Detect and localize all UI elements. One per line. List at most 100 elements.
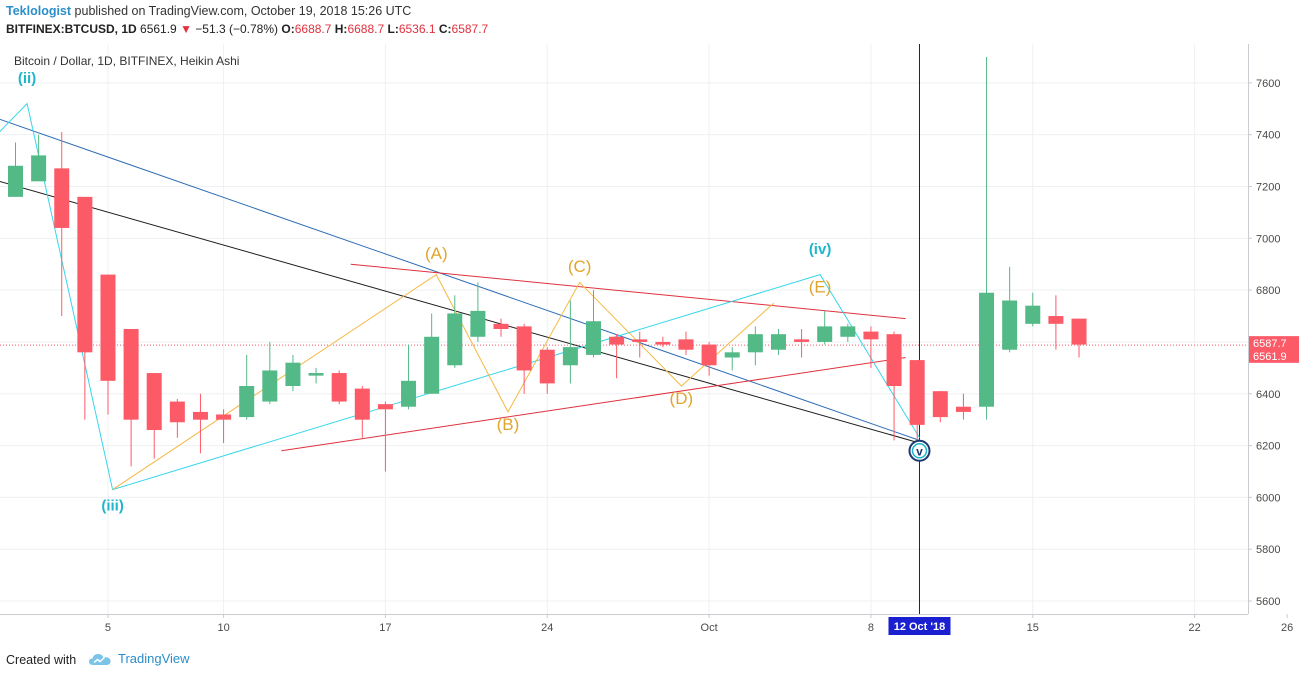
candle: [401, 344, 417, 410]
candle-body: [655, 341, 671, 345]
y-tick-label: 7200: [1256, 182, 1280, 194]
annotations: (ii) (iii) (iv) (A) (B) (C) (D) (E) v: [18, 70, 931, 514]
candle-body: [909, 360, 925, 425]
wave-label: (E): [809, 278, 832, 297]
wave-label: (D): [670, 389, 694, 408]
candle-body: [262, 370, 278, 402]
candle: [701, 341, 717, 376]
candle: [770, 329, 786, 355]
chart-background: [0, 44, 1305, 642]
y-tick-label: 6400: [1256, 389, 1280, 401]
candle: [817, 310, 833, 345]
axes: 5600580060006200640066006800700072007400…: [0, 44, 1305, 642]
candle-body: [886, 334, 902, 386]
last-price: 6561.9: [140, 22, 177, 36]
candle: [655, 336, 671, 348]
y-tick-label: 6200: [1256, 441, 1280, 453]
candle-body: [955, 406, 971, 412]
candle: [632, 331, 648, 358]
x-tick-label: 15: [1027, 622, 1039, 634]
candle: [377, 401, 393, 472]
x-tick-label: 10: [217, 622, 229, 634]
candle: [77, 196, 93, 420]
candle-body: [285, 362, 301, 386]
close-label: C:: [438, 22, 452, 36]
candle-body: [8, 165, 23, 197]
candle: [678, 331, 694, 355]
candle: [331, 370, 347, 405]
candle: [31, 134, 47, 182]
candle-body: [493, 323, 509, 329]
price-chart[interactable]: (ii) (iii) (iv) (A) (B) (C) (D) (E) v 5600 5800 60…: [0, 44, 1305, 642]
candle-body: [354, 388, 370, 420]
candle-body: [701, 344, 717, 366]
y-tick-label: 7600: [1256, 78, 1280, 90]
close-value: 6587.7: [451, 22, 489, 36]
candle: [932, 391, 948, 423]
price-tag-label: 6561.9: [1253, 351, 1287, 363]
candle-body: [54, 168, 70, 228]
candle: [1025, 292, 1041, 327]
candle-body: [516, 326, 532, 371]
candle-body: [747, 334, 763, 353]
wave-label: v: [916, 444, 923, 458]
y-tick-label: 6800: [1256, 285, 1280, 297]
candle-body: [192, 411, 208, 420]
author-name[interactable]: Teklologist: [6, 4, 72, 18]
date-tag-box: [888, 617, 951, 635]
y-tick-label: 7000: [1256, 233, 1280, 245]
y-tick-label: 7400: [1256, 130, 1280, 142]
candle: [794, 329, 810, 358]
candle: [1002, 266, 1018, 353]
candle-body: [377, 404, 393, 410]
candle: [100, 274, 116, 415]
candle-body: [539, 349, 555, 384]
candle-body: [1025, 305, 1041, 324]
candle: [909, 360, 925, 449]
candle-body: [239, 386, 255, 418]
y-tick-label: 5600: [1256, 596, 1280, 608]
x-tick-label: Oct: [701, 622, 718, 634]
wave-label: (iv): [809, 241, 832, 258]
candle-body: [424, 336, 440, 394]
candle-body: [146, 373, 162, 431]
candle: [539, 347, 555, 394]
candle: [516, 323, 532, 394]
candle-body: [123, 329, 139, 420]
candle: [447, 295, 463, 368]
created-with-label: Created with: [6, 653, 77, 667]
candle: [216, 409, 232, 443]
red-upper-trendline: [350, 263, 906, 320]
candle: [886, 331, 902, 441]
candle: [308, 367, 324, 384]
open-value: 6688.7: [294, 22, 332, 36]
x-tick-label: 8: [868, 622, 874, 634]
candle-body: [401, 380, 417, 407]
symbol-label: BITFINEX:BTCUSD, 1D: [6, 22, 137, 36]
candle-body: [77, 196, 93, 353]
candle: [1071, 318, 1087, 358]
y-tick-label: 5800: [1256, 544, 1280, 556]
candle-body: [932, 391, 948, 418]
candle-body: [1048, 316, 1064, 324]
wave-label: (iii): [101, 497, 124, 514]
candle-body: [678, 339, 694, 350]
black-trendline: [0, 180, 920, 444]
candle-body: [632, 339, 648, 342]
candle: [192, 393, 208, 454]
y-tick-label: 6000: [1256, 492, 1280, 504]
candle-body: [724, 352, 740, 358]
price-change: −51.3 (−0.78%): [195, 22, 279, 36]
wave-label: (A): [425, 244, 448, 263]
candle: [1048, 295, 1064, 350]
footer: Created with TradingView: [0, 642, 1305, 678]
candle: [470, 282, 486, 342]
tradingview-cloud-icon: [89, 653, 111, 665]
tradingview-brand[interactable]: TradingView: [88, 651, 190, 666]
candle-body: [863, 331, 879, 340]
candle: [146, 373, 162, 459]
x-tick-label: 17: [379, 622, 391, 634]
candle: [840, 323, 856, 342]
candle-body: [609, 336, 625, 345]
price-tag: [1249, 348, 1299, 363]
